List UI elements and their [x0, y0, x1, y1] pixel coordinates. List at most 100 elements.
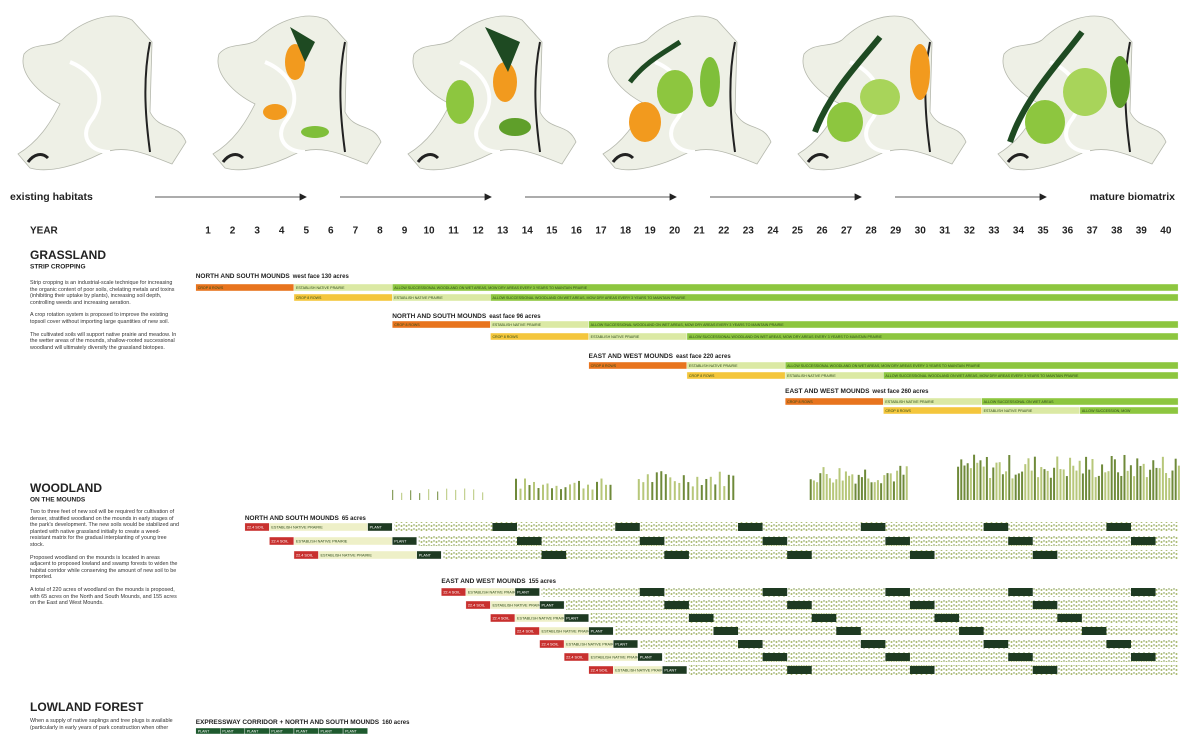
growth-bar	[578, 480, 580, 500]
phase-title: NORTH AND SOUTH MOUNDS 65 acres	[245, 515, 367, 522]
growth-bar	[979, 460, 982, 500]
growth-bar	[1021, 471, 1024, 500]
paragraph: A total of 220 acres of woodland on the …	[30, 586, 177, 607]
paragraph: The cultivated soils will support native…	[30, 331, 177, 351]
growth-bar	[669, 477, 672, 500]
year-label: 13	[497, 226, 509, 237]
growth-bar	[1040, 467, 1043, 500]
growth-bar	[1088, 469, 1091, 500]
tree-marker	[1106, 640, 1131, 648]
map	[601, 14, 773, 172]
growth-bar	[1097, 475, 1100, 500]
growth-bar	[812, 480, 815, 500]
growth-bar	[609, 484, 612, 500]
growth-bar	[596, 481, 598, 500]
growth-bar	[1078, 460, 1081, 500]
growth-bar	[876, 480, 879, 500]
growth-bar	[1171, 470, 1174, 500]
bar-label: ESTABLISH NATIVE PRAIRIE	[394, 296, 443, 300]
bar-label: ALLOW SUCCESSIONAL WOODLAND ON WET AREAS…	[394, 286, 588, 290]
bar-label: 22.4 SOIL	[296, 553, 313, 557]
phase-detail: 155 acres	[529, 579, 557, 585]
growth-bar	[902, 474, 905, 500]
bar-label: ESTABLISH NATIVE PRAIRIE	[271, 525, 323, 529]
bar-label: ALLOW SUCCESSIONAL WOODLAND ON WET AREAS…	[689, 335, 883, 339]
bar	[563, 613, 589, 623]
tree-marker	[1032, 601, 1058, 609]
year-label: 29	[890, 226, 902, 237]
growth-bar	[841, 480, 844, 500]
planting-dots	[590, 613, 1179, 623]
growth-bar	[982, 466, 985, 500]
growth-bar	[1030, 470, 1033, 500]
tree-marker	[762, 537, 788, 545]
growth-bar	[678, 482, 681, 500]
tree-marker	[885, 588, 910, 596]
growth-bar	[727, 474, 730, 500]
tree-marker	[1008, 588, 1033, 596]
growth-bar	[957, 466, 960, 500]
growth-bar	[524, 478, 526, 500]
year-label: 4	[279, 226, 285, 237]
growth-bar	[1072, 465, 1075, 500]
growth-bar	[873, 482, 876, 500]
year-label: 21	[694, 226, 706, 237]
map	[996, 14, 1168, 172]
bar-label: ESTABLISH NATIVE PRAIRIE	[566, 642, 618, 646]
tree-marker	[1032, 666, 1058, 674]
growth-bar	[860, 477, 863, 500]
tree-marker	[517, 537, 542, 545]
bar	[588, 626, 614, 636]
phase-bar: PLANT	[293, 727, 319, 735]
growth-bar	[542, 484, 544, 500]
year-label: 33	[988, 226, 1000, 237]
bar	[367, 522, 393, 532]
bar-label: PLANT	[345, 729, 357, 733]
growth-bar	[560, 489, 562, 500]
growth-bar	[864, 469, 867, 500]
tree-marker	[983, 523, 1009, 531]
bar-label: PLANT	[271, 729, 283, 733]
growth-bar	[1155, 467, 1158, 500]
tree-marker	[615, 523, 640, 531]
growth-bar	[819, 473, 822, 500]
phase-bar: CROP 8 ROWS	[195, 283, 295, 292]
phase-name: EAST AND WEST MOUNDS	[785, 388, 870, 395]
phase-detail: east face 220 acres	[676, 354, 731, 360]
growth-bar	[1027, 458, 1030, 500]
bar-label: PLANT	[542, 603, 555, 607]
growth-bar	[682, 475, 685, 500]
year-label: 1	[205, 226, 211, 237]
year-label: 9	[402, 226, 408, 237]
phase-bar: ESTABLISH NATIVE PRAIRIE	[981, 406, 1081, 415]
phase-bar: PLANT	[416, 550, 442, 560]
phase-bar: 22.4 SOIL	[563, 652, 589, 662]
bar	[662, 665, 688, 675]
bar-label: ESTABLISH NATIVE PRAIRIE	[787, 374, 836, 378]
phase-name: NORTH AND SOUTH MOUNDS	[196, 273, 291, 280]
phase-name: EAST AND WEST MOUNDS	[441, 578, 526, 585]
tree-marker	[836, 627, 861, 635]
tree-marker	[664, 601, 689, 609]
planting-dots	[639, 639, 1179, 649]
phase-title: NORTH AND SOUTH MOUNDS east face 96 acres	[392, 313, 541, 320]
growth-bar	[1091, 458, 1094, 500]
phase-bar: ALLOW SUCCESSIONAL ON WET AREAS	[981, 397, 1179, 406]
growth-bar	[401, 492, 403, 500]
growth-bar	[899, 465, 902, 500]
growth-bar	[473, 489, 475, 500]
paragraph: When a supply of native saplings and tre…	[30, 718, 173, 731]
year-label: 16	[571, 226, 583, 237]
phase-name: NORTH AND SOUTH MOUNDS	[392, 313, 487, 320]
growth-bar	[428, 489, 430, 500]
tree-marker	[1008, 653, 1033, 661]
phase-bar: 22.4 SOIL	[441, 587, 467, 597]
bar-label: ESTABLISH NATIVE PRAIRIE	[468, 590, 520, 594]
growth-bar	[1053, 467, 1056, 500]
phase-bar: ESTABLISH NATIVE PRAIRIE	[539, 626, 589, 636]
phase-bar: 22.4 SOIL	[514, 626, 540, 636]
growth-bar	[1174, 458, 1177, 500]
planting-dots	[418, 536, 1179, 546]
section-title: WOODLAND	[30, 481, 102, 495]
map	[211, 14, 383, 172]
